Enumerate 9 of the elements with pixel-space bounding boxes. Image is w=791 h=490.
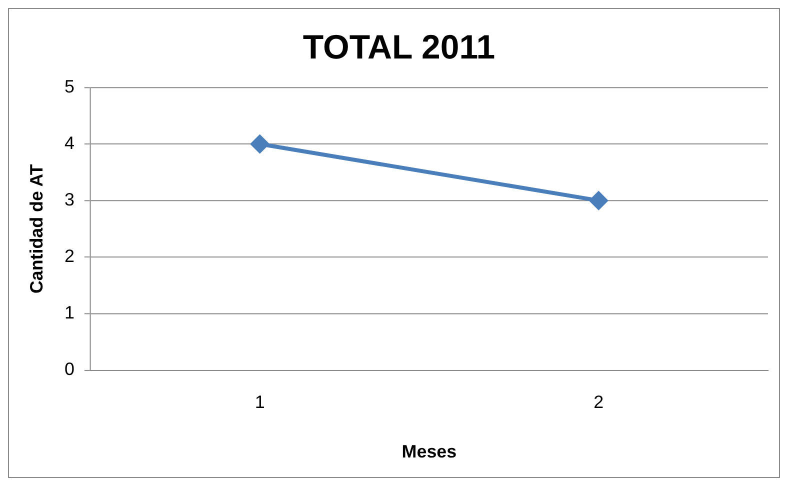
- x-axis-title: Meses: [402, 441, 457, 462]
- y-tick-label: 3: [64, 190, 74, 210]
- y-tick-label: 1: [64, 302, 74, 323]
- chart-title: TOTAL 2011: [302, 28, 496, 67]
- y-tick-label: 4: [64, 132, 74, 153]
- y-tick-label: 2: [64, 246, 74, 266]
- y-tick-label: 0: [64, 359, 74, 380]
- y-axis-title: Cantidad de AT: [26, 164, 47, 294]
- y-tick-label: 5: [64, 76, 74, 96]
